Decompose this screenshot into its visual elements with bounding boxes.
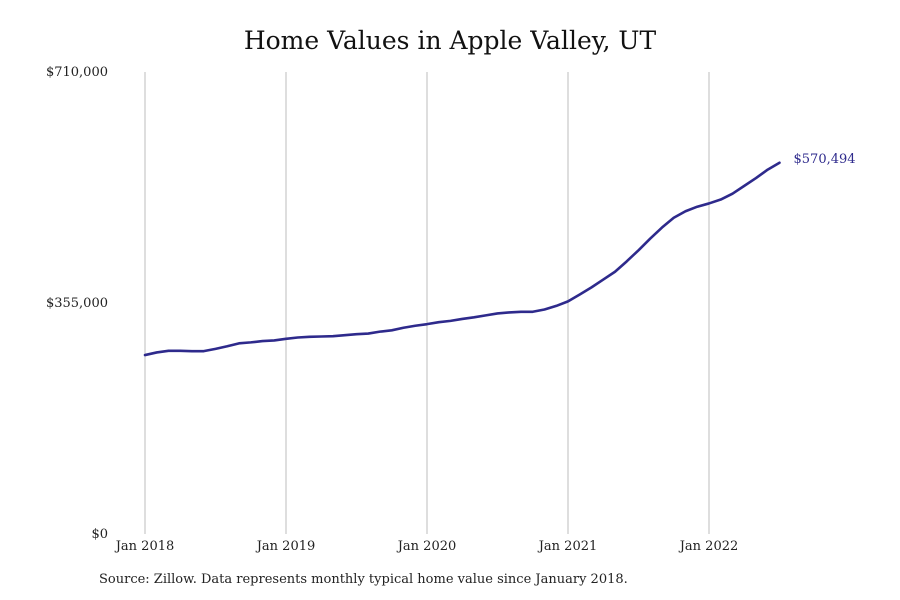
x-tick-label: Jan 2021: [537, 539, 598, 554]
end-value-label: $570,494: [794, 152, 856, 167]
source-footnote: Source: Zillow. Data represents monthly …: [99, 572, 628, 587]
y-tick-label: $0: [91, 527, 108, 542]
chart-title: Home Values in Apple Valley, UT: [243, 26, 657, 55]
x-tick-label: Jan 2019: [255, 539, 316, 554]
home-value-line: [143, 161, 781, 357]
y-tick-label: $710,000: [46, 65, 108, 80]
x-tick-label: Jan 2018: [114, 539, 175, 554]
y-tick-label: $355,000: [46, 296, 108, 311]
x-tick-label: Jan 2022: [678, 539, 739, 554]
x-tick-label: Jan 2020: [396, 539, 457, 554]
